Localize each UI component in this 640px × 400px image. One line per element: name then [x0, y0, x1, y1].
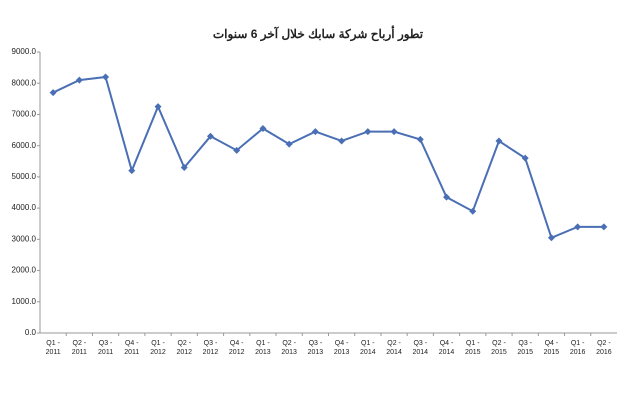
y-tick-label: 4000.0 [12, 203, 37, 212]
y-tick-label: 3000.0 [12, 234, 37, 243]
x-tick-label: Q1 - 2011 [45, 340, 61, 356]
x-tick-label: Q3 - 2014 [412, 340, 429, 356]
marker [206, 132, 214, 140]
marker [259, 124, 267, 132]
chart-title: تطور أرباح شركة سابك خلال آخر 6 سنوات [213, 25, 424, 42]
y-tick-label: 7000.0 [12, 110, 37, 119]
marker [574, 223, 582, 231]
marker [75, 76, 83, 84]
marker [390, 128, 398, 136]
y-tick-label: 2000.0 [12, 266, 37, 275]
y-tick-label: 6000.0 [12, 141, 37, 150]
x-tick-label: Q2 - 2016 [596, 340, 612, 356]
x-tick-label: Q2 - 2012 [176, 340, 193, 356]
marker [128, 167, 136, 175]
x-tick-label: Q3 - 2011 [98, 340, 114, 356]
line [52, 75, 604, 240]
x-tick-label: Q3 - 2012 [202, 340, 219, 356]
x-tick-label: Q2 - 2011 [71, 340, 87, 356]
marker [416, 135, 424, 143]
x-tick-label: Q1 - 2013 [255, 340, 271, 356]
y-tick-label: 5000.0 [12, 172, 37, 181]
y-tick-label: 8000.0 [12, 78, 37, 87]
marker [180, 164, 188, 172]
marker [469, 207, 477, 215]
y-tick-label: 9000.0 [12, 47, 37, 56]
y-tick-label: 0.0 [25, 328, 37, 337]
x-tick-label: Q3 - 2015 [517, 340, 533, 356]
marker [233, 146, 241, 154]
marker [49, 89, 57, 97]
x-tick-label: Q2 - 2014 [386, 340, 402, 356]
marker [495, 137, 503, 145]
marker [364, 128, 372, 136]
marker [102, 73, 110, 81]
y-tick-label: 1000.0 [12, 297, 37, 306]
marker [311, 128, 319, 136]
x-tick-label: Q1 - 2014 [360, 340, 376, 356]
x-tick-label: Q4 - 2013 [333, 340, 350, 356]
marker [521, 154, 529, 162]
x-tick-label: Q4 - 2011 [124, 340, 140, 356]
marker [338, 137, 346, 145]
marker [443, 193, 451, 201]
x-tick-label: Q4 - 2015 [543, 340, 560, 356]
x-tick-label: Q2 - 2013 [281, 340, 297, 356]
x-tick-label: Q4 - 2014 [438, 340, 455, 356]
marker [154, 103, 162, 111]
x-tick-label: Q1 - 2015 [464, 340, 481, 356]
x-tick-label: Q4 - 2012 [228, 340, 245, 356]
marker [547, 234, 555, 242]
x-tick-label: Q3 - 2013 [307, 340, 324, 356]
marker [600, 223, 608, 231]
x-tick-label: Q2 - 2015 [491, 340, 507, 356]
x-tick-label: Q1 - 2016 [569, 340, 586, 356]
marker [285, 140, 293, 148]
x-tick-label: Q1 - 2012 [150, 340, 166, 356]
